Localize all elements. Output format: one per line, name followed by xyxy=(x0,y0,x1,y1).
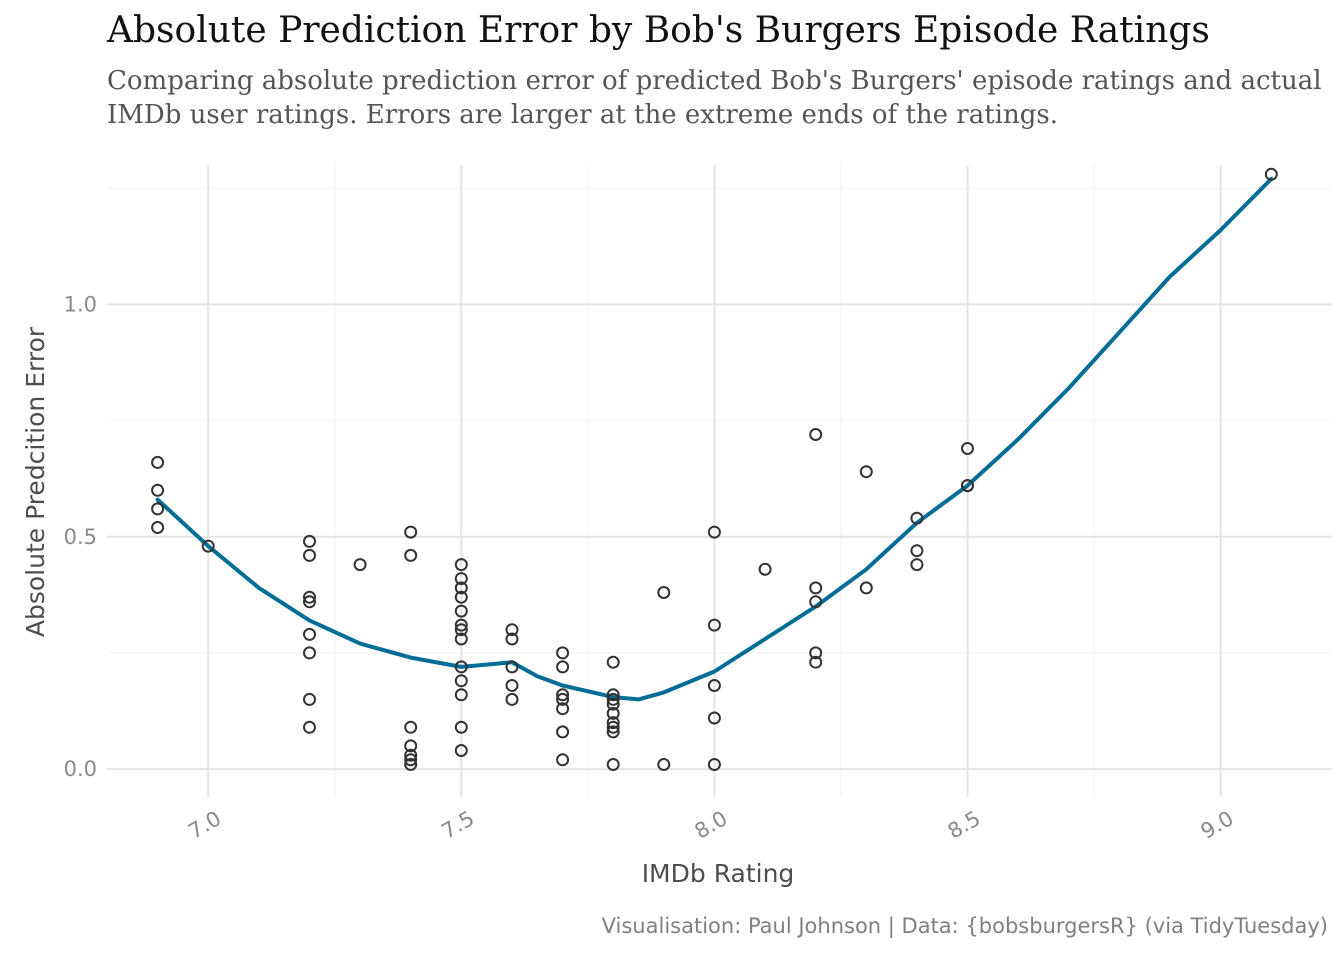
data-point xyxy=(606,697,620,711)
data-point xyxy=(961,479,974,493)
data-point xyxy=(707,679,721,692)
data-point xyxy=(454,688,468,702)
data-point xyxy=(657,758,671,771)
data-point xyxy=(454,590,468,604)
data-point xyxy=(758,562,772,576)
data-point xyxy=(707,711,721,725)
axis-ticks: 7.0 7.5 8.0 8.5 9.0 0.0 0.5 1.0 xyxy=(64,292,1238,843)
data-point xyxy=(606,655,620,669)
data-point xyxy=(809,646,823,660)
data-point xyxy=(151,455,165,469)
data-point xyxy=(454,660,468,674)
data-point xyxy=(707,758,721,771)
data-point xyxy=(809,581,823,595)
data-point xyxy=(606,725,620,739)
data-point xyxy=(303,548,316,562)
data-point xyxy=(454,674,468,688)
data-point xyxy=(961,442,974,455)
data-point xyxy=(303,534,316,548)
data-point xyxy=(151,502,165,516)
data-point xyxy=(556,725,570,739)
data-point xyxy=(303,720,316,734)
data-point xyxy=(505,660,519,674)
chart-subtitle: Comparing absolute prediction error of p… xyxy=(107,66,1322,130)
data-point xyxy=(606,758,620,771)
x-tick-label: 8.0 xyxy=(690,806,731,843)
data-point xyxy=(556,753,570,767)
data-points xyxy=(151,167,1278,771)
data-point xyxy=(151,521,165,534)
data-point xyxy=(910,544,924,558)
data-point xyxy=(303,595,316,609)
chart-caption: Visualisation: Paul Johnson | Data: {bob… xyxy=(601,914,1328,938)
data-point xyxy=(454,604,468,618)
data-point xyxy=(454,558,468,572)
data-point xyxy=(910,558,924,572)
data-point xyxy=(404,758,418,771)
data-point xyxy=(404,753,418,767)
data-point xyxy=(404,739,418,753)
x-tick-label: 9.0 xyxy=(1197,806,1238,843)
data-point xyxy=(303,590,316,604)
data-point xyxy=(556,660,570,674)
y-axis-title: Absolute Predcition Error xyxy=(21,326,50,637)
data-point xyxy=(151,483,165,497)
data-point xyxy=(303,627,316,641)
y-tick-label: 0.5 xyxy=(64,525,97,549)
data-point xyxy=(859,465,873,479)
data-point xyxy=(505,632,519,646)
data-point xyxy=(454,720,468,734)
data-point xyxy=(707,618,721,632)
data-point xyxy=(404,748,418,762)
data-point xyxy=(454,618,468,632)
data-point xyxy=(505,692,519,706)
grid-lines xyxy=(107,165,1332,797)
x-axis-title: IMDb Rating xyxy=(642,859,795,888)
data-point xyxy=(404,548,418,562)
data-point xyxy=(404,525,418,539)
y-tick-label: 0.0 xyxy=(64,757,97,781)
smooth-trend-line xyxy=(155,176,1274,702)
smooth-line-layer xyxy=(155,176,1274,702)
data-point xyxy=(454,623,468,637)
chart-title: Absolute Prediction Error by Bob's Burge… xyxy=(107,10,1210,51)
data-point xyxy=(353,558,367,572)
data-point xyxy=(809,595,823,609)
data-point xyxy=(859,581,873,595)
data-point xyxy=(201,539,215,553)
y-tick-label: 1.0 xyxy=(64,292,97,316)
data-point xyxy=(809,655,823,669)
x-tick-label: 7.5 xyxy=(437,806,478,843)
data-point xyxy=(1264,167,1278,181)
data-point xyxy=(556,692,570,706)
data-point xyxy=(606,692,620,706)
data-point xyxy=(454,581,468,595)
data-point xyxy=(404,720,418,734)
data-point xyxy=(606,688,620,702)
data-point xyxy=(657,586,671,599)
data-point xyxy=(606,706,620,720)
data-point xyxy=(910,511,924,525)
data-point xyxy=(454,632,468,646)
data-point xyxy=(707,525,721,539)
data-point xyxy=(556,646,570,660)
data-point xyxy=(454,744,468,757)
data-point xyxy=(303,646,316,660)
data-point xyxy=(809,428,823,441)
data-point xyxy=(556,702,570,716)
data-point xyxy=(505,623,519,637)
x-tick-label: 7.0 xyxy=(184,806,225,843)
x-tick-label: 8.5 xyxy=(944,806,985,843)
data-point xyxy=(606,720,620,734)
data-point xyxy=(556,688,570,702)
data-point xyxy=(303,692,316,706)
data-point xyxy=(454,572,468,586)
data-point xyxy=(606,716,620,730)
data-point xyxy=(505,679,519,692)
